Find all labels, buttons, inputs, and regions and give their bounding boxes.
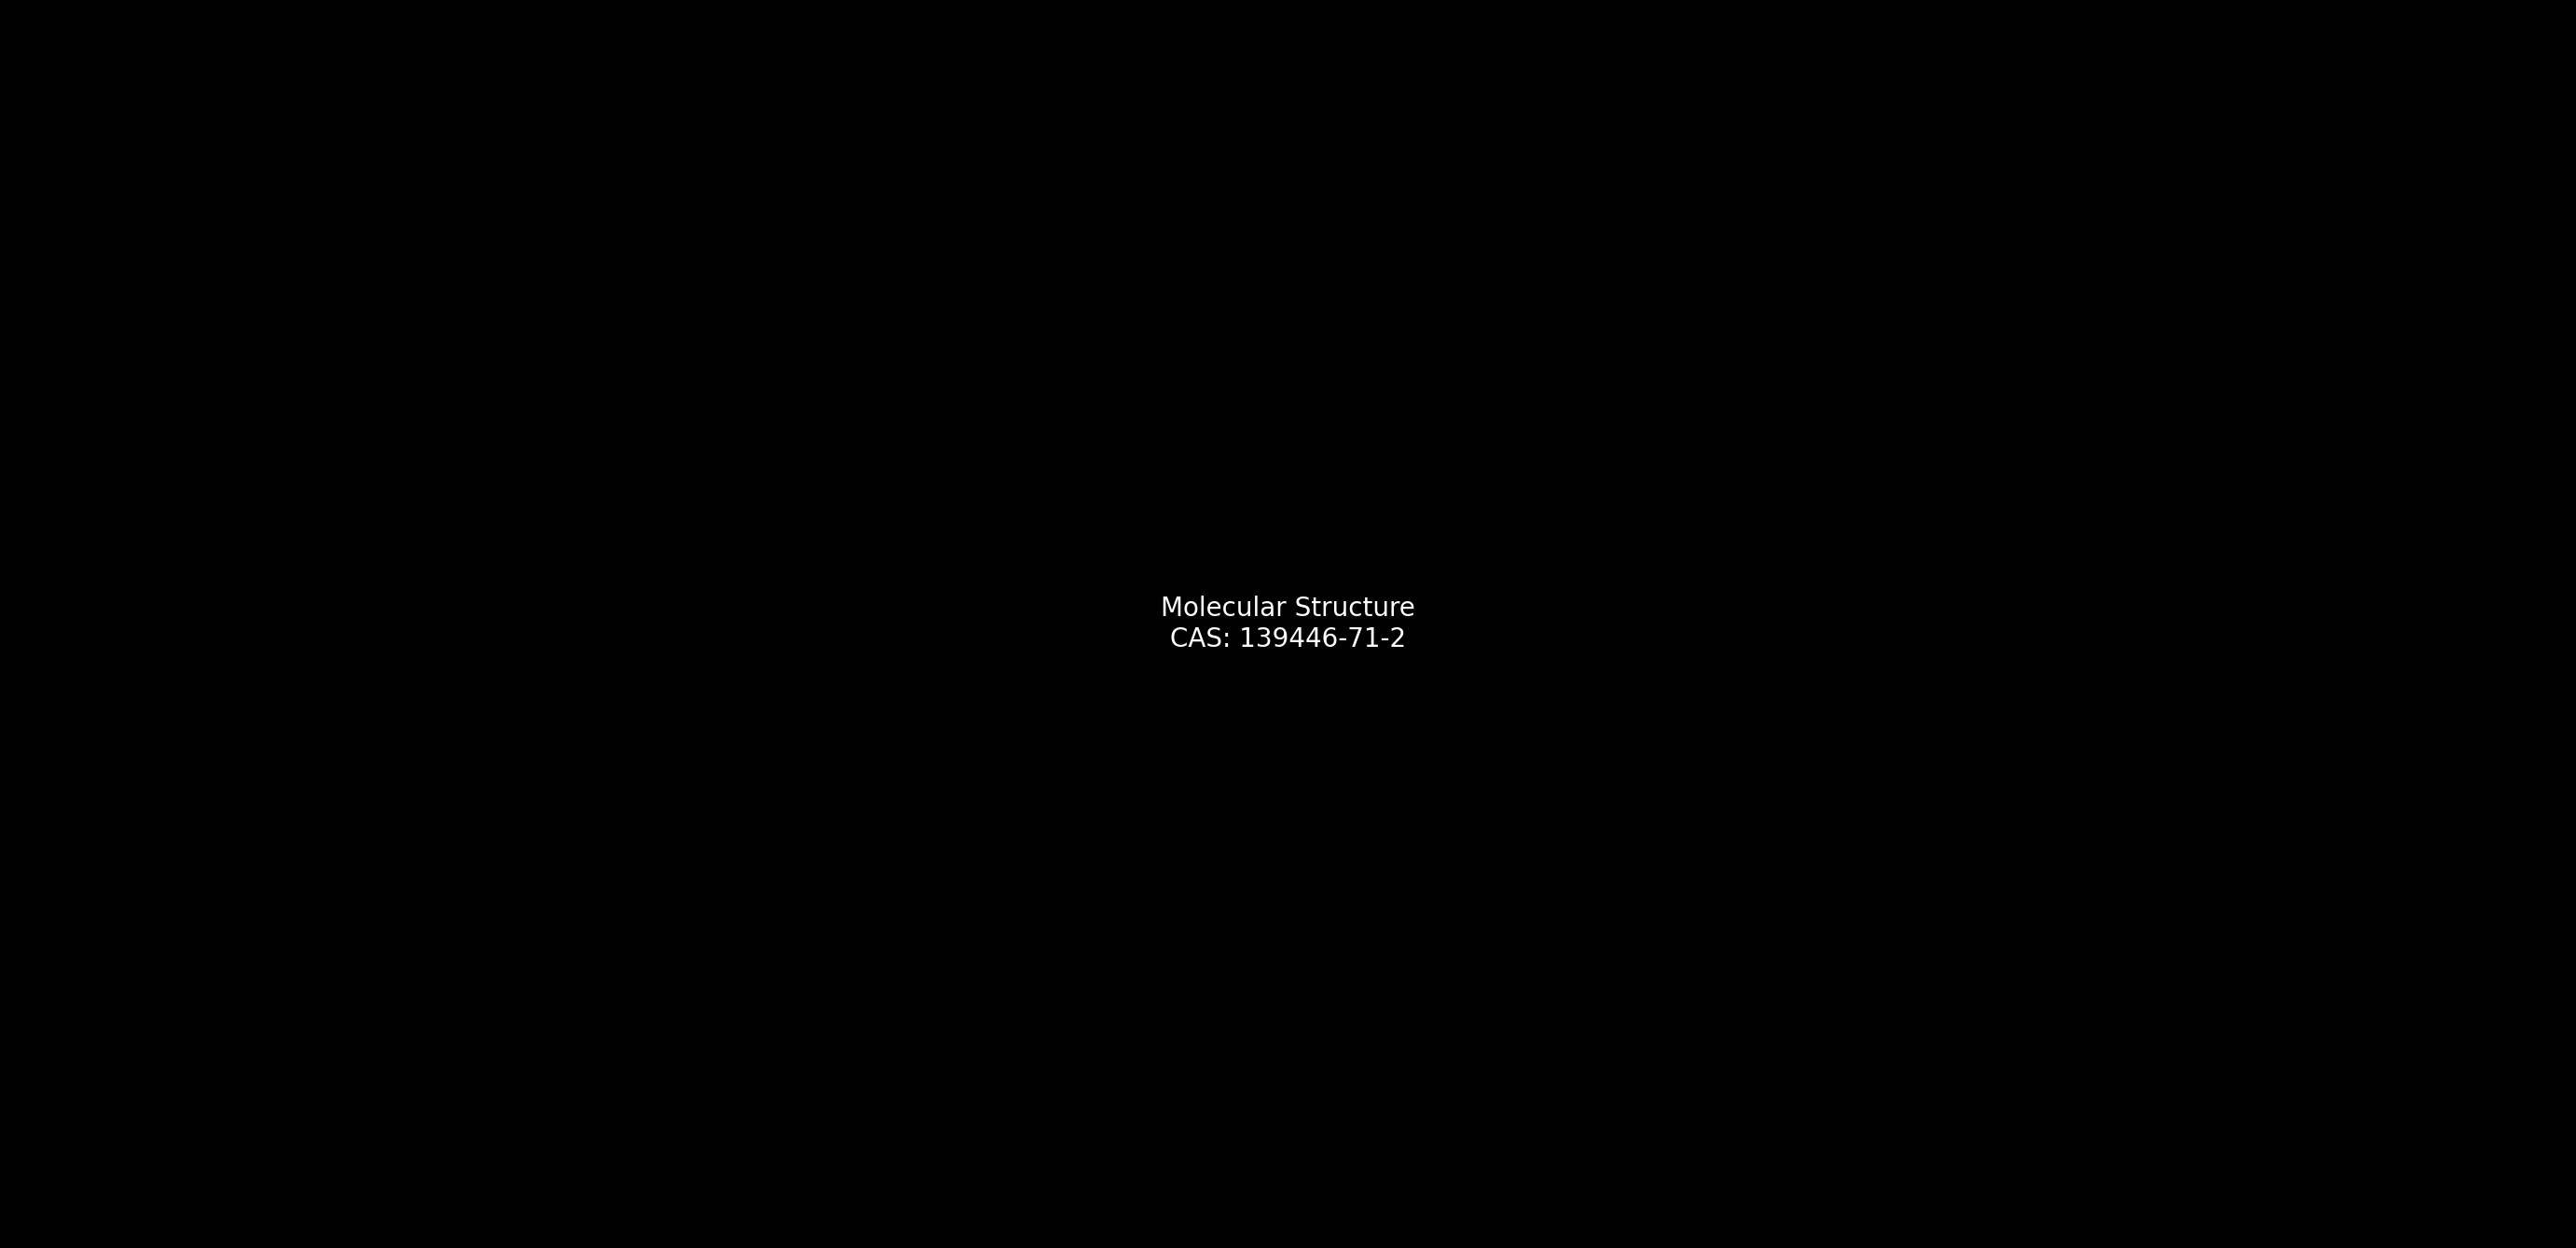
Text: Molecular Structure
CAS: 139446-71-2: Molecular Structure CAS: 139446-71-2 [1162, 595, 1414, 653]
